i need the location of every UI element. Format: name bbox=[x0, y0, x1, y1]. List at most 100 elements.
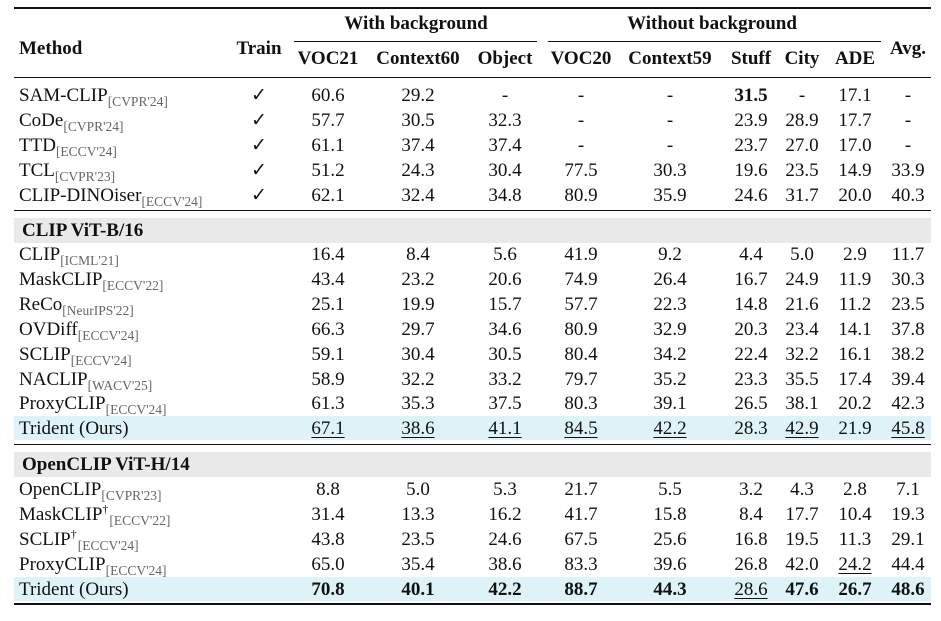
cell-context60: 23.5 bbox=[401, 529, 435, 550]
top-rule bbox=[14, 7, 931, 9]
cell-voc21: 66.3 bbox=[311, 319, 345, 340]
ours-row-highlight bbox=[14, 577, 931, 601]
cell-ade: 16.1 bbox=[838, 344, 872, 365]
table-row: Trident (Ours) 70.8 40.1 42.2 88.7 44.3 28.6 47… bbox=[0, 577, 941, 602]
cell-ade: 24.2 bbox=[838, 554, 872, 575]
cell-city: 24.9 bbox=[785, 269, 819, 290]
cell-ade: 17.1 bbox=[838, 85, 872, 106]
cell-voc21: 70.8 bbox=[311, 579, 345, 600]
method-name: ProxyCLIP[ECCV'24] bbox=[19, 554, 167, 578]
cell-stuff: 14.8 bbox=[734, 294, 768, 315]
method-venue: [WACV'25] bbox=[87, 378, 153, 393]
cell-stuff: 22.4 bbox=[734, 344, 768, 365]
cell-object: 32.3 bbox=[488, 110, 522, 131]
cell-stuff: 16.8 bbox=[734, 529, 768, 550]
table-row: OVDiff[ECCV'24] 66.3 29.7 34.6 80.9 32.9 20.3 2… bbox=[0, 317, 941, 343]
trained-bottom-rule bbox=[14, 210, 931, 211]
method-venue: [ECCV'24] bbox=[55, 144, 117, 159]
cell-ade: 17.7 bbox=[838, 110, 872, 131]
section-vitb-band bbox=[14, 218, 931, 243]
table-row: SCLIP[ECCV'24] 59.1 30.4 30.5 80.4 34.2 22.4 32… bbox=[0, 342, 941, 368]
cell-train: ✓ bbox=[251, 185, 267, 206]
cell-voc20: 67.5 bbox=[564, 529, 598, 550]
cell-city: 23.5 bbox=[785, 160, 819, 181]
cell-context60: 37.4 bbox=[401, 135, 435, 156]
cell-voc21: 16.4 bbox=[311, 244, 345, 265]
cell-stuff: 16.7 bbox=[734, 269, 768, 290]
method-venue: [ECCV'24] bbox=[70, 353, 132, 368]
method-venue: [ECCV'24] bbox=[105, 563, 167, 578]
method-name: SCLIP†[ECCV'24] bbox=[19, 527, 139, 553]
cell-voc21: 43.4 bbox=[311, 269, 345, 290]
cell-avg: - bbox=[904, 85, 912, 106]
cell-object: 15.7 bbox=[488, 294, 522, 315]
cell-avg: - bbox=[904, 110, 912, 131]
method-name: MaskCLIP[ECCV'22] bbox=[19, 269, 164, 293]
cell-train: ✓ bbox=[251, 110, 267, 131]
cell-avg: 33.9 bbox=[891, 160, 925, 181]
cell-city: 23.4 bbox=[785, 319, 819, 340]
cell-avg: 11.7 bbox=[891, 244, 925, 265]
cell-object: - bbox=[501, 85, 509, 106]
cell-object: 5.6 bbox=[493, 244, 517, 265]
table-row: MaskCLIP†[ECCV'22] 31.4 13.3 16.2 41.7 15.8 8.… bbox=[0, 502, 941, 528]
table-row: CoDe[CVPR'24] ✓ 57.7 30.5 32.3 - - 23.9 28.9 17.7… bbox=[0, 108, 941, 134]
header-train: Train bbox=[236, 38, 282, 59]
cell-voc20: 88.7 bbox=[564, 579, 598, 600]
cell-context59: 35.9 bbox=[653, 185, 687, 206]
header-context60: Context60 bbox=[376, 48, 460, 69]
cell-avg: - bbox=[904, 135, 912, 156]
table-row: ProxyCLIP[ECCV'24] 61.3 35.3 37.5 80.3 39.1 26… bbox=[0, 391, 941, 417]
header-rule bbox=[14, 77, 931, 78]
cell-context59: 32.9 bbox=[653, 319, 687, 340]
method-venue: [CVPR'24] bbox=[107, 94, 168, 109]
header-context59: Context59 bbox=[628, 48, 712, 69]
method-venue: [ECCV'22] bbox=[102, 278, 164, 293]
cell-stuff: 8.4 bbox=[739, 504, 763, 525]
cell-context60: 35.3 bbox=[401, 393, 435, 414]
cell-object: 34.6 bbox=[488, 319, 522, 340]
dagger-mark: † bbox=[102, 502, 109, 516]
cell-object: 24.6 bbox=[488, 529, 522, 550]
cell-avg: 39.4 bbox=[891, 369, 925, 390]
cell-ade: 14.1 bbox=[838, 319, 872, 340]
method-name: MaskCLIP†[ECCV'22] bbox=[19, 502, 171, 528]
method-name: OVDiff[ECCV'24] bbox=[19, 319, 139, 343]
cell-stuff: 24.6 bbox=[734, 185, 768, 206]
method-name: TCL[CVPR'23] bbox=[19, 160, 116, 184]
method-name: TTD[ECCV'24] bbox=[19, 135, 117, 159]
cell-object: 16.2 bbox=[488, 504, 522, 525]
cell-city: 27.0 bbox=[785, 135, 819, 156]
cell-voc20: 80.9 bbox=[564, 185, 598, 206]
method-venue: [ECCV'24] bbox=[77, 328, 139, 343]
cell-ade: 2.8 bbox=[843, 479, 867, 500]
cell-voc20: 80.3 bbox=[564, 393, 598, 414]
cell-voc21: 61.1 bbox=[311, 135, 345, 156]
bottom-rule bbox=[14, 603, 931, 605]
cell-voc20: 41.7 bbox=[564, 504, 598, 525]
cell-stuff: 20.3 bbox=[734, 319, 768, 340]
group-with-background: With background bbox=[344, 13, 488, 34]
table-row: ReCo[NeurIPS'22] 25.1 19.9 15.7 57.7 22.3 14.8… bbox=[0, 292, 941, 318]
method-venue: [CVPR'23] bbox=[101, 488, 162, 503]
cell-voc20: 80.4 bbox=[564, 344, 598, 365]
table-row: NACLIP[WACV'25] 58.9 32.2 33.2 79.7 35.2 23.3 3… bbox=[0, 367, 941, 393]
cell-context59: 25.6 bbox=[653, 529, 687, 550]
cell-avg: 38.2 bbox=[891, 344, 925, 365]
cell-voc21: 62.1 bbox=[311, 185, 345, 206]
table-row: OpenCLIP[CVPR'23] 8.8 5.0 5.3 21.7 5.5 3.2 4.3 2… bbox=[0, 477, 941, 503]
method-venue: [CVPR'23] bbox=[54, 169, 116, 184]
cell-voc20: 77.5 bbox=[564, 160, 598, 181]
header-object: Object bbox=[477, 48, 533, 69]
cell-train: ✓ bbox=[251, 85, 267, 106]
cell-object: 37.4 bbox=[488, 135, 522, 156]
cell-context60: 23.2 bbox=[401, 269, 435, 290]
section-title-vith: OpenCLIP ViT-H/14 bbox=[22, 454, 190, 475]
cell-voc21: 65.0 bbox=[311, 554, 345, 575]
cell-voc20: 80.9 bbox=[564, 319, 598, 340]
cell-context59: 35.2 bbox=[653, 369, 687, 390]
cell-context59: 42.2 bbox=[653, 418, 687, 439]
cell-context60: 30.4 bbox=[401, 344, 435, 365]
cell-city: 5.0 bbox=[790, 244, 814, 265]
method-name: Trident (Ours) bbox=[19, 418, 129, 439]
